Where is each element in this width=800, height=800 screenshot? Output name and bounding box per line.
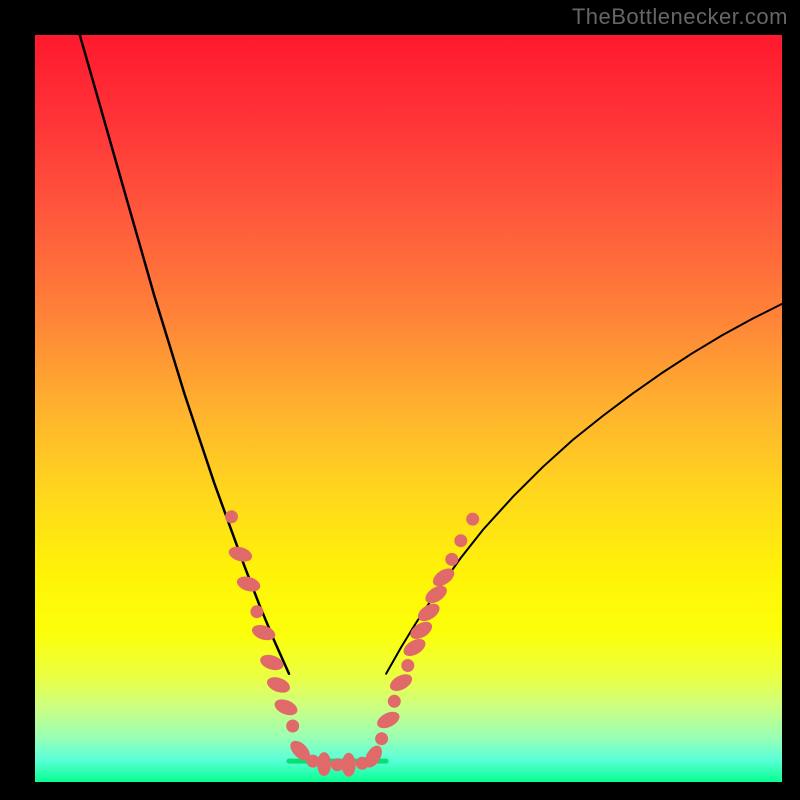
watermark-text: TheBottlenecker.com	[572, 4, 788, 30]
curve-right	[386, 304, 782, 674]
dot-right-5	[401, 635, 429, 659]
plot-area	[35, 35, 782, 782]
dot-left-6	[265, 674, 292, 695]
dot-left-0	[225, 510, 238, 523]
dot-right-0	[375, 732, 388, 745]
dot-left-7	[272, 696, 299, 718]
dot-right-12	[466, 513, 479, 526]
dot-right-1	[374, 708, 402, 731]
dot-left-1	[227, 544, 254, 564]
dot-left-8	[286, 720, 299, 733]
dot-right-11	[454, 534, 467, 547]
dot-floor-4	[342, 753, 356, 777]
dot-right-6	[407, 618, 435, 642]
chart-svg	[35, 35, 782, 782]
dot-left-3	[250, 605, 263, 618]
curve-left	[80, 35, 289, 674]
dot-right-2	[388, 695, 401, 708]
dot-left-2	[235, 574, 262, 594]
chart-frame: TheBottlenecker.com	[0, 0, 800, 800]
dot-right-3	[387, 671, 415, 695]
dot-right-8	[422, 582, 450, 607]
dot-floor-2	[317, 752, 331, 776]
dot-right-4	[401, 659, 414, 672]
dot-right-10	[445, 553, 458, 566]
